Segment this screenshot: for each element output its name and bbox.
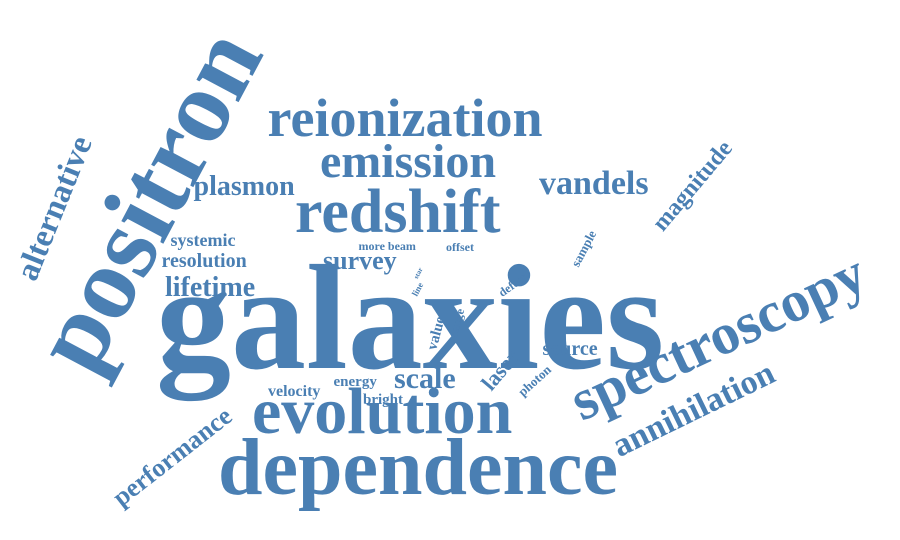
word-dependence: dependence — [218, 424, 618, 512]
word-magnitude: magnitude — [647, 135, 738, 237]
word-lifetime: lifetime — [165, 272, 256, 303]
word-plasmon: plasmon — [193, 171, 295, 202]
word-vandels: vandels — [539, 165, 649, 202]
word-more-beam: more beam — [358, 239, 416, 253]
word-scale: scale — [394, 362, 456, 395]
word-energy: energy — [333, 373, 377, 390]
word-source: source — [542, 338, 598, 360]
word-bright: bright — [363, 391, 404, 408]
word-systemic: systemic — [170, 230, 236, 250]
word-galaxies: galaxies — [156, 235, 665, 401]
word-emission: emission — [320, 135, 497, 188]
word-resolution: resolution — [161, 250, 247, 272]
word-evolution: evolution — [252, 375, 513, 448]
word-velocity: velocity — [268, 383, 321, 400]
word-survey: survey — [323, 246, 397, 275]
word-redshift: redshift — [295, 178, 501, 246]
word-reionization: reionization — [267, 88, 543, 148]
word-performance: performance — [106, 401, 237, 513]
word-offset: offset — [446, 240, 474, 254]
